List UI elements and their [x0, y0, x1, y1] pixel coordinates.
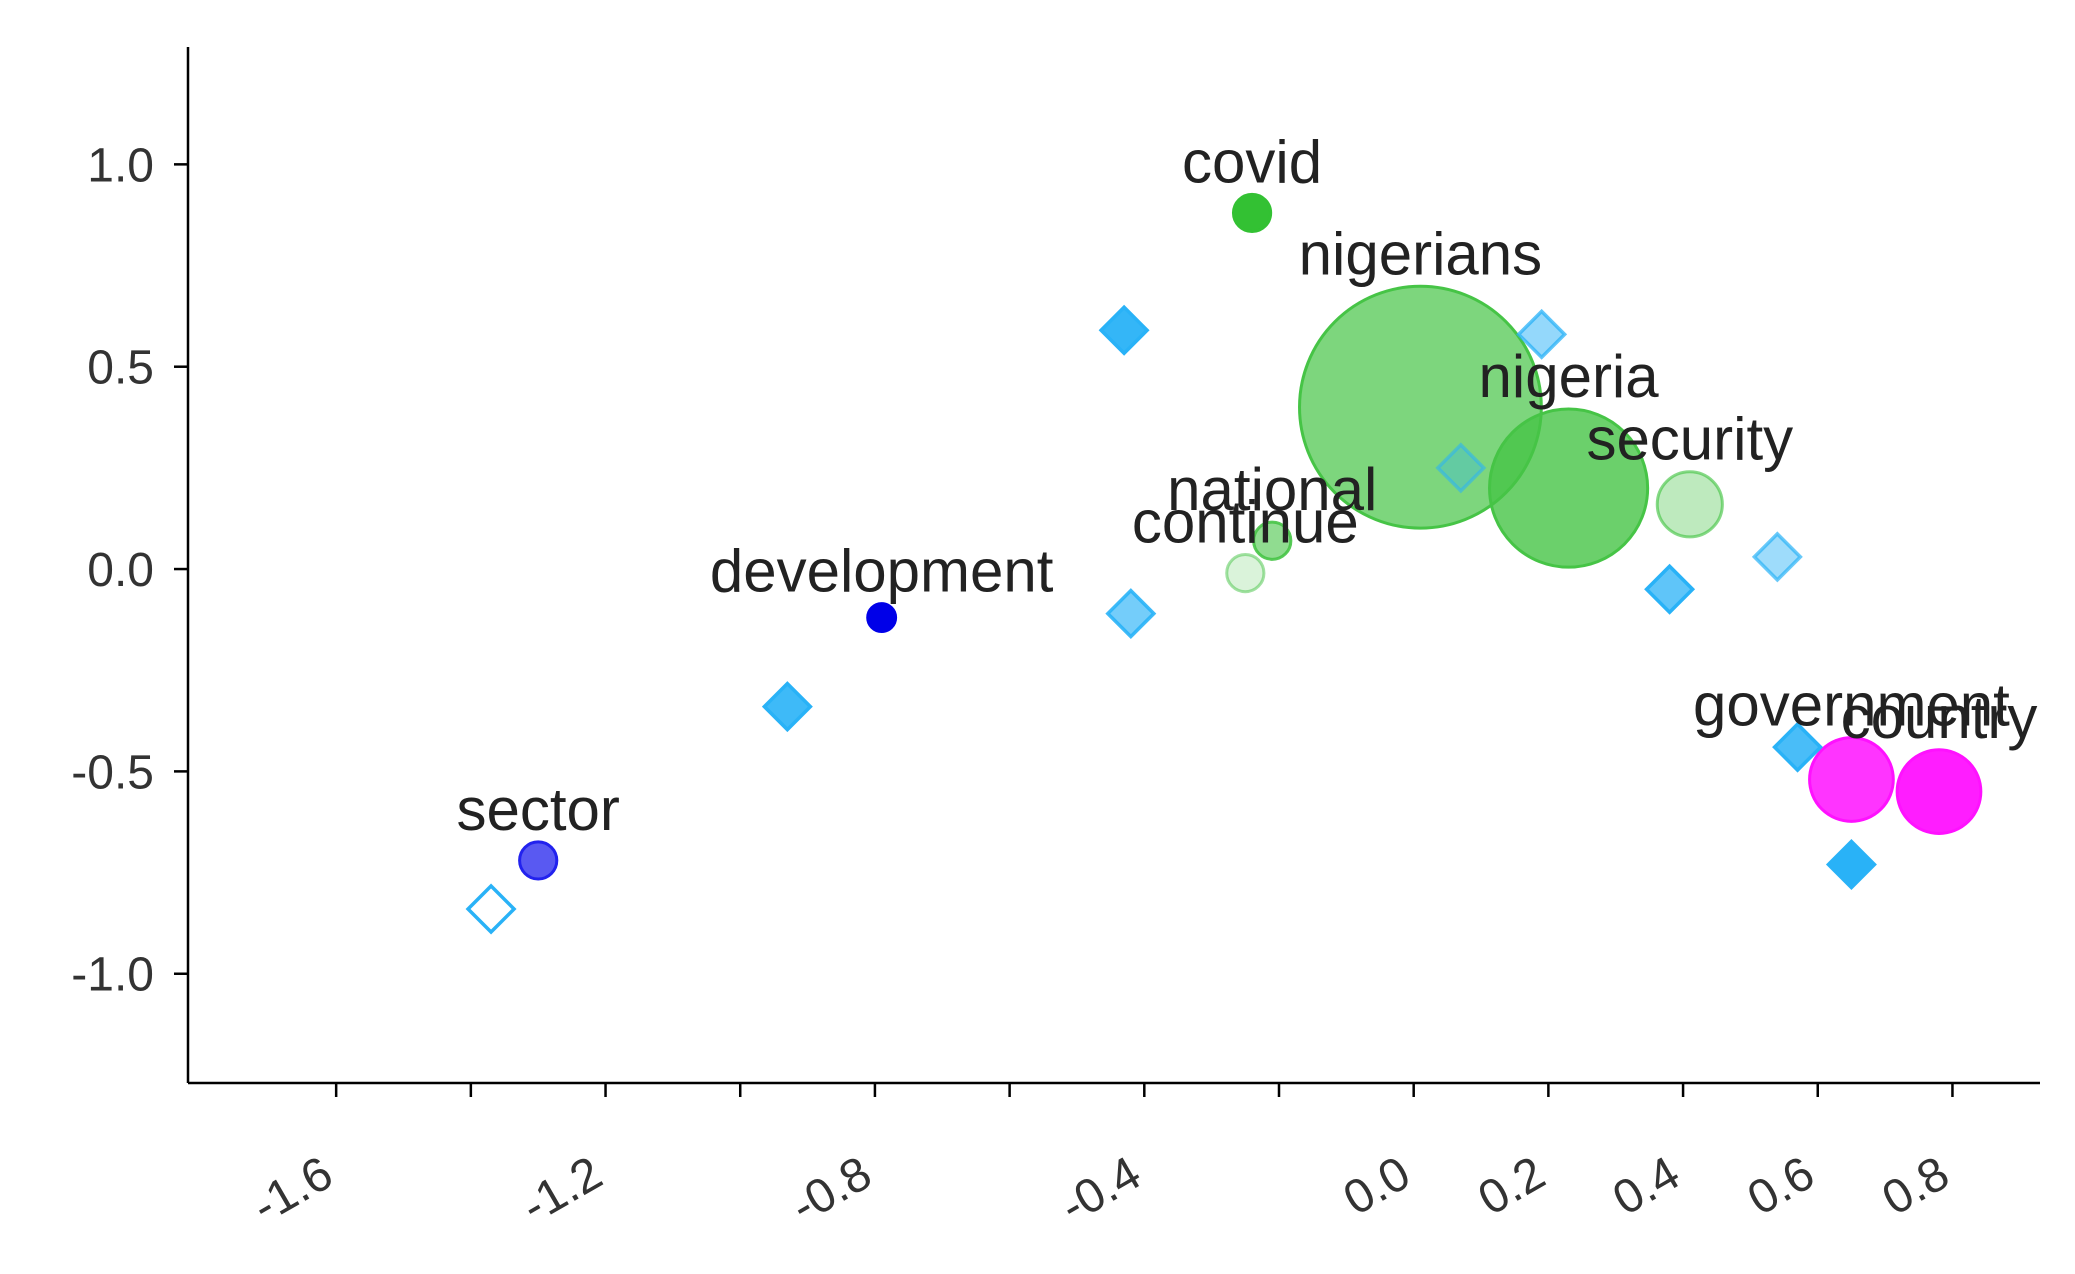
x-tick-label: 0.6	[1739, 1147, 1823, 1226]
point-country	[1895, 748, 1983, 835]
y-tick-label: 0.0	[87, 544, 154, 597]
label-nigerians: nigerians	[1299, 220, 1543, 287]
label-country: country	[1841, 684, 2038, 751]
y-tick-label: 1.0	[87, 139, 154, 192]
point-nigerians	[1298, 284, 1543, 530]
y-tick-label: 0.5	[87, 342, 154, 395]
label-government: government	[1693, 672, 2010, 739]
label-national: national	[1167, 456, 1377, 523]
label-sector: sector	[457, 776, 620, 843]
point-sector	[518, 840, 559, 881]
diamond-point	[1644, 563, 1696, 615]
x-tick-label: -1.2	[513, 1147, 611, 1234]
diamond-point	[1105, 588, 1157, 640]
diamond-point	[1435, 442, 1487, 494]
diamond-point	[761, 681, 813, 733]
diamond-point	[1516, 308, 1568, 360]
x-tick-label: -0.8	[782, 1147, 880, 1234]
y-tick-label: -1.0	[71, 949, 154, 1002]
point-national	[1252, 520, 1293, 561]
data-points	[465, 192, 1983, 935]
label-covid: covid	[1182, 128, 1322, 195]
diamond-point	[1825, 838, 1877, 890]
diamond-point	[465, 883, 517, 935]
point-covid	[1231, 192, 1273, 234]
point-nigeria	[1488, 407, 1650, 569]
label-development: development	[710, 538, 1054, 605]
axes: 1.0 0.5 0.0 -0.5 -1.0 -1.6 -1.2 -0.8 -0.4 0.0 0.2 0…	[71, 47, 2040, 1234]
x-tick-label: 0.4	[1604, 1147, 1688, 1226]
x-tick-label: 0.8	[1874, 1147, 1958, 1226]
x-tick-label: -1.6	[244, 1147, 342, 1234]
point-development	[866, 602, 898, 634]
x-tick-label: -0.4	[1052, 1147, 1150, 1234]
label-continue: continue	[1132, 488, 1359, 555]
y-tick-label: -0.5	[71, 746, 154, 799]
diamond-point	[1098, 304, 1150, 356]
label-nigeria: nigeria	[1479, 343, 1660, 410]
diamond-point	[1751, 531, 1803, 583]
point-government	[1808, 736, 1895, 823]
x-tick-label: 0.0	[1335, 1147, 1419, 1226]
x-tick-label: 0.2	[1470, 1147, 1554, 1226]
point-continue	[1225, 552, 1266, 594]
diamond-point	[1772, 721, 1824, 773]
label-security: security	[1586, 406, 1793, 473]
point-security	[1655, 470, 1724, 539]
